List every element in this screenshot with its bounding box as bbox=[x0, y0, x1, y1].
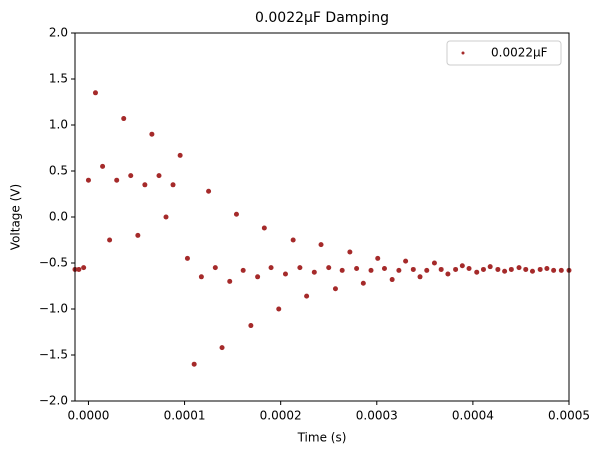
legend-box bbox=[446, 40, 562, 66]
point bbox=[389, 277, 395, 283]
point bbox=[255, 274, 261, 280]
point bbox=[368, 267, 374, 273]
y-tick-label: 1.5 bbox=[49, 72, 68, 86]
point bbox=[100, 163, 106, 169]
point bbox=[227, 278, 233, 284]
point bbox=[551, 267, 557, 273]
point bbox=[261, 225, 267, 231]
x-axis-label: Time (s) bbox=[297, 431, 347, 445]
point bbox=[417, 274, 423, 280]
point bbox=[121, 116, 127, 122]
point bbox=[191, 361, 197, 367]
point bbox=[537, 266, 543, 272]
point bbox=[268, 265, 274, 271]
point bbox=[85, 177, 91, 183]
x-tick-label: 0.0001 bbox=[164, 409, 206, 423]
point bbox=[516, 265, 522, 271]
point bbox=[135, 232, 141, 238]
point bbox=[326, 265, 332, 271]
point bbox=[107, 237, 113, 243]
point bbox=[360, 280, 366, 286]
point bbox=[276, 306, 282, 312]
point bbox=[290, 237, 296, 243]
point bbox=[480, 266, 486, 272]
point bbox=[354, 266, 360, 272]
point bbox=[431, 260, 437, 266]
chart-title: 0.0022μF Damping bbox=[255, 10, 389, 26]
point bbox=[128, 173, 134, 179]
point bbox=[206, 188, 212, 194]
y-tick-label: −1.5 bbox=[39, 348, 68, 362]
plot-frame bbox=[74, 32, 570, 402]
point bbox=[233, 211, 239, 217]
x-tick-label: 0.0005 bbox=[548, 409, 590, 423]
y-tick-label: −2.0 bbox=[39, 394, 68, 408]
x-tick-label: 0.0003 bbox=[356, 409, 398, 423]
point bbox=[403, 258, 409, 264]
point bbox=[304, 293, 310, 299]
y-tick-label: −0.5 bbox=[39, 256, 68, 270]
point bbox=[474, 269, 480, 275]
point bbox=[424, 267, 430, 273]
point bbox=[170, 182, 176, 188]
point bbox=[339, 267, 345, 273]
point bbox=[396, 267, 402, 273]
y-tick-label: 1.0 bbox=[49, 118, 68, 132]
point bbox=[410, 266, 416, 272]
y-tick-label: −1.0 bbox=[39, 302, 68, 316]
point bbox=[459, 263, 465, 269]
point bbox=[502, 268, 508, 274]
point bbox=[495, 266, 501, 272]
point bbox=[375, 255, 381, 261]
point bbox=[445, 271, 451, 277]
point bbox=[212, 265, 218, 271]
point bbox=[523, 266, 529, 272]
point bbox=[544, 266, 550, 272]
point bbox=[219, 345, 225, 351]
y-axis-label: Voltage (V) bbox=[9, 184, 23, 250]
x-tick-label: 0.0002 bbox=[260, 409, 302, 423]
y-tick-label: 0.0 bbox=[49, 210, 68, 224]
legend-label: 0.0022μF bbox=[491, 46, 548, 60]
point bbox=[487, 264, 493, 270]
point bbox=[177, 152, 183, 158]
point bbox=[453, 266, 459, 272]
point bbox=[184, 255, 190, 261]
point bbox=[438, 266, 444, 272]
point bbox=[297, 265, 303, 271]
point bbox=[332, 286, 338, 292]
point bbox=[240, 267, 246, 273]
point bbox=[114, 177, 120, 183]
point bbox=[92, 90, 98, 96]
point bbox=[466, 266, 472, 272]
point bbox=[311, 269, 317, 275]
y-tick-label: 2.0 bbox=[49, 26, 68, 40]
x-tick-label: 0.0004 bbox=[452, 409, 494, 423]
point bbox=[156, 173, 162, 179]
point bbox=[149, 131, 155, 137]
point bbox=[347, 249, 353, 255]
legend-marker bbox=[461, 51, 465, 55]
point bbox=[508, 266, 514, 272]
y-tick-label: 0.5 bbox=[49, 164, 68, 178]
point bbox=[76, 266, 82, 272]
point bbox=[163, 214, 169, 220]
point bbox=[142, 182, 148, 188]
point bbox=[248, 323, 254, 329]
point bbox=[529, 268, 535, 274]
point bbox=[81, 265, 87, 271]
point bbox=[558, 267, 564, 273]
point bbox=[318, 242, 324, 248]
x-tick-label: 0.0000 bbox=[67, 409, 109, 423]
point bbox=[198, 274, 204, 280]
point bbox=[381, 266, 387, 272]
point bbox=[282, 271, 288, 277]
